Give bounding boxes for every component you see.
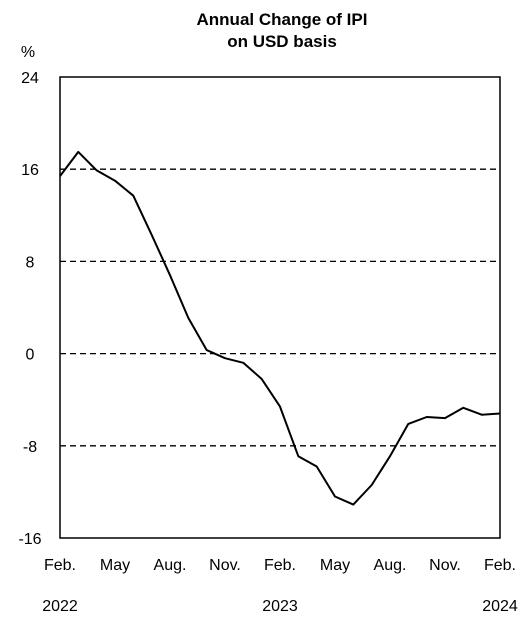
x-tick-label: Feb.	[484, 557, 516, 574]
y-axis-unit: %	[21, 44, 35, 61]
y-axis-ticks: 24 16 8 0 -8 -16	[18, 70, 41, 548]
x-axis-ticks: Feb. May Aug. Nov. Feb. May Aug. Nov. Feb.	[44, 557, 516, 574]
chart-title-line-2: on USD basis	[227, 32, 337, 51]
year-labels: 2022 2023 2024	[42, 598, 518, 615]
series-line-ipi	[59, 150, 501, 506]
chart-title-line-1: Annual Change of IPI	[197, 10, 368, 29]
x-tick-label: Nov.	[429, 557, 461, 574]
plot-frame	[59, 76, 501, 539]
year-label: 2023	[262, 598, 298, 615]
year-label: 2022	[42, 598, 78, 615]
x-tick-label: Aug.	[374, 557, 407, 574]
gridlines	[60, 168, 500, 447]
x-tick-label: Nov.	[209, 557, 241, 574]
x-tick-label: May	[100, 557, 130, 574]
year-label: 2024	[482, 598, 518, 615]
y-tick-label: 24	[21, 70, 39, 87]
y-tick-label: 8	[26, 254, 35, 271]
y-tick-label: -8	[23, 439, 37, 456]
x-tick-label: Aug.	[154, 557, 187, 574]
y-tick-label: 16	[21, 162, 39, 179]
x-tick-label: May	[320, 557, 350, 574]
y-tick-label: 0	[26, 347, 35, 364]
y-tick-label: -16	[18, 531, 41, 548]
x-tick-label: Feb.	[44, 557, 76, 574]
x-tick-label: Feb.	[264, 557, 296, 574]
